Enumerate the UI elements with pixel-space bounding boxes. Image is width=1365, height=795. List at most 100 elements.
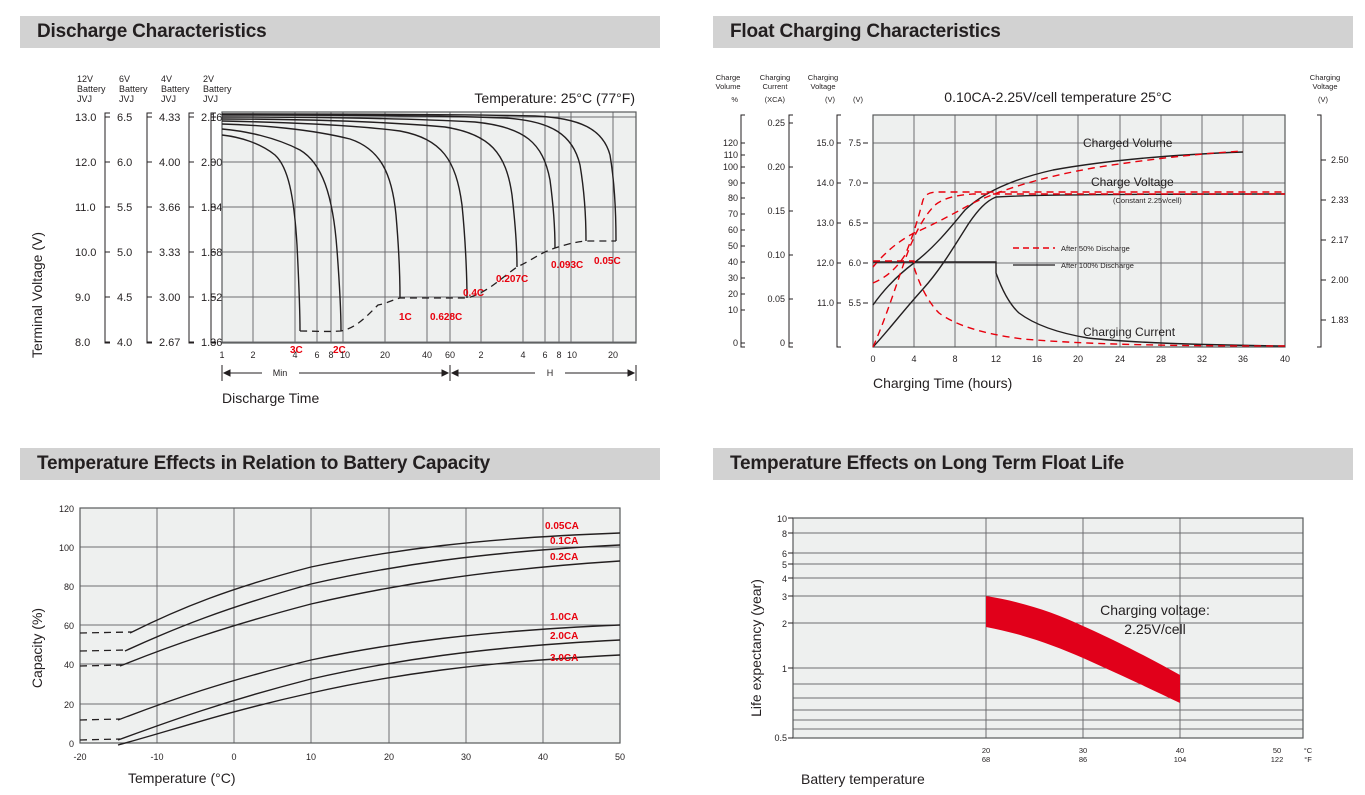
float-axis-charging-voltage: 15.0 14.0 13.0 12.0 11.0	[816, 138, 841, 308]
float-cc-t2: 0.15	[767, 206, 785, 216]
float-x-ticks: 0 4 8 12 16 20 24 28 32 36 40	[870, 354, 1290, 364]
float-right-t1: 2.33	[1331, 195, 1349, 205]
float-scale1-unit: %	[731, 95, 738, 104]
chart-float-svg: Charge Volume % Charging Current (XCA) C…	[715, 73, 1349, 391]
discharge-curve-0628c	[221, 120, 468, 299]
cap-xlabel: Temperature (°C)	[128, 770, 236, 786]
float-scale3-unit: (V)	[825, 95, 836, 104]
life-y7: 1	[782, 664, 787, 674]
scale-12v-line2: Battery	[77, 84, 106, 94]
float-label-charged-volume: Charged Volume	[1083, 136, 1173, 150]
life-y1: 8	[782, 529, 787, 539]
fx-6: 24	[1115, 354, 1125, 364]
float-cc-t1: 0.20	[767, 162, 785, 172]
discharge-ylabel: Terminal Voltage (V)	[29, 232, 45, 358]
life-x1-f: 86	[1079, 755, 1087, 764]
float-cvt-t2: 13.0	[816, 218, 834, 228]
cap-x3: 10	[306, 752, 316, 762]
cap-y3: 60	[64, 621, 74, 631]
life-plot: Charging voltage: 2.25V/cell	[792, 517, 1304, 739]
cap-y0: 120	[59, 504, 74, 514]
float-vv-t3: 6.0	[848, 258, 861, 268]
discharge-label-0093c: 0.093C	[551, 260, 583, 271]
cap-y6: 0	[69, 739, 74, 749]
cap-curve-20ca	[117, 639, 621, 741]
cap-y1: 100	[59, 543, 74, 553]
cap-y5: 20	[64, 700, 74, 710]
dx-h-4: 10	[567, 350, 577, 360]
panel-discharge-characteristics: Discharge Characteristics Terminal Volta…	[0, 0, 682, 440]
float-right-t4: 1.83	[1331, 315, 1349, 325]
dx-h-2: 6	[542, 350, 547, 360]
life-y4: 4	[782, 574, 787, 584]
tick-2v-2: 1.84	[201, 202, 222, 214]
life-unit-f: °F	[1304, 755, 1312, 764]
float-scale1-h1: Charge	[716, 73, 741, 82]
panel-title-float-life: Temperature Effects on Long Term Float L…	[730, 453, 1124, 474]
tick-12v-5: 8.0	[75, 337, 90, 349]
cap-label-30ca: 3.0CA	[550, 653, 578, 664]
scale-6v-line1: 6V	[119, 74, 130, 84]
cap-x6: 40	[538, 752, 548, 762]
life-y2: 6	[782, 549, 787, 559]
scale-4v-line2: Battery	[161, 84, 190, 94]
float-cv-t10: 20	[728, 289, 738, 299]
cap-x1: -10	[150, 752, 163, 762]
fx-4: 16	[1032, 354, 1042, 364]
float-label-charging-current: Charging Current	[1083, 325, 1176, 339]
float-cv-t1: 110	[724, 150, 738, 160]
panel-title-temp-capacity: Temperature Effects in Relation to Batte…	[37, 453, 490, 474]
cap-x0: -20	[73, 752, 86, 762]
float-cc-t5: 0	[780, 338, 785, 348]
cap-curve-10ca-dash	[79, 718, 121, 721]
discharge-curve-005c	[221, 113, 617, 242]
scale-4v-line3: JVJ	[161, 94, 176, 104]
chart-float-charging: Charge Volume % Charging Current (XCA) C…	[683, 55, 1365, 425]
chart-float-life: Life expectancy (year)	[683, 488, 1365, 788]
float-right-h2: Voltage	[1312, 82, 1337, 91]
panel-temperature-capacity: Temperature Effects in Relation to Batte…	[0, 440, 682, 795]
float-curve-charged-volume-50	[872, 150, 1244, 268]
dx-min-0: 1	[219, 350, 224, 360]
float-cvt-t1: 14.0	[816, 178, 834, 188]
cap-label-10ca: 1.0CA	[550, 612, 578, 623]
float-label-charge-voltage: Charge Voltage	[1091, 175, 1174, 189]
chart-temp-capacity: Capacity (%)	[0, 488, 682, 788]
discharge-curve-0207c	[221, 116, 556, 249]
float-curve-charge-voltage-50	[872, 193, 1285, 348]
life-y3: 5	[782, 560, 787, 570]
float-plot: Charged Volume Charge Voltage (Constant …	[872, 114, 1286, 348]
dx-min-4: 8	[328, 350, 333, 360]
float-right-unit: (V)	[1318, 95, 1329, 104]
tick-6v-2: 5.5	[117, 202, 132, 214]
float-axis-charge-volume: 120 110 100 90 80 70 60 50 40 30 20 10 0	[723, 138, 745, 348]
float-right-t3: 2.00	[1331, 275, 1349, 285]
panel-header-discharge: Discharge Characteristics	[20, 16, 660, 48]
discharge-plot: 3C 2C 1C 0.628C 0.4C 0.207C 0.093C 0.05C	[221, 111, 637, 356]
life-xlabel: Battery temperature	[801, 771, 925, 787]
float-axis-cell-voltage: 7.5 7.0 6.5 6.0 5.5	[848, 138, 868, 308]
float-cv-t5: 70	[728, 209, 738, 219]
panel-title-float: Float Charging Characteristics	[730, 21, 1001, 42]
cap-curve-01ca-dash	[79, 649, 128, 652]
float-cv-t2: 100	[723, 162, 738, 172]
cap-x5: 30	[461, 752, 471, 762]
dx-h-1: 4	[520, 350, 525, 360]
tick-4v-3: 3.33	[159, 247, 180, 259]
life-annotation-line1: Charging voltage:	[1100, 602, 1210, 618]
float-vv-t1: 7.0	[848, 178, 861, 188]
float-axis-charging-current: 0.25 0.20 0.15 0.10 0.05 0	[767, 118, 793, 348]
tick-4v-5: 2.67	[159, 337, 180, 349]
dx-min-6: 20	[380, 350, 390, 360]
cap-y4: 40	[64, 660, 74, 670]
panel-float-charging: Float Charging Characteristics Charge Vo…	[683, 0, 1365, 440]
cap-x2: 0	[231, 752, 236, 762]
float-cc-t3: 0.10	[767, 250, 785, 260]
discharge-label-3c: 3C	[290, 345, 303, 356]
discharge-annotation: Temperature: 25°C (77°F)	[474, 90, 635, 106]
float-curve-charging-current-50	[873, 260, 1286, 347]
tick-6v-4: 4.5	[117, 292, 132, 304]
discharge-label-0207c: 0.207C	[496, 274, 528, 285]
cap-label-005ca: 0.05CA	[545, 521, 579, 532]
